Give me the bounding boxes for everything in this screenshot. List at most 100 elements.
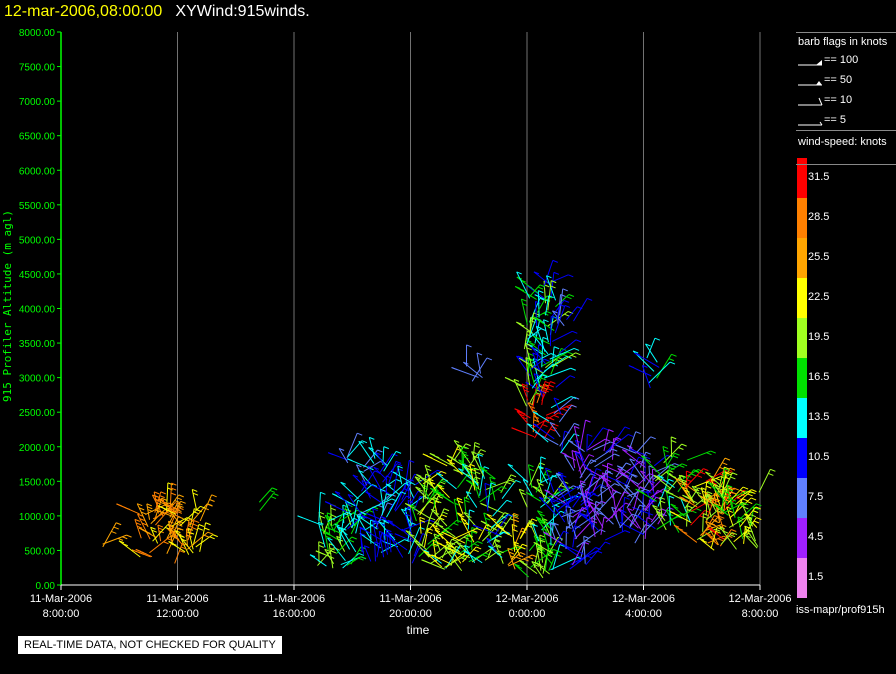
- wind-barb: [628, 365, 652, 377]
- wind-barb: [721, 490, 729, 512]
- wind-barb: [135, 548, 153, 558]
- wind-barb: [679, 496, 698, 508]
- wind-barb: [544, 542, 555, 572]
- wind-barb: [533, 271, 552, 286]
- wind-barb: [574, 507, 588, 524]
- wind-barb: [553, 397, 562, 414]
- wind-barb: [570, 550, 603, 565]
- wind-barb: [434, 529, 456, 549]
- wind-barb: [585, 541, 611, 566]
- wind-barb: [567, 439, 585, 453]
- wind-barb: [518, 488, 528, 508]
- wind-barb: [360, 470, 380, 492]
- wind-barb: [363, 480, 390, 495]
- wind-barb: [536, 518, 549, 536]
- wind-barb: [646, 337, 661, 359]
- wind-barb: [444, 555, 471, 568]
- wind-barb: [382, 478, 402, 490]
- wind-barb: [574, 450, 583, 478]
- wind-barb: [463, 550, 483, 564]
- wind-barb: [460, 518, 475, 543]
- wind-barb: [340, 527, 357, 553]
- wind-barb: [116, 503, 140, 515]
- wind-barb: [644, 517, 653, 539]
- wind-barb: [544, 295, 554, 316]
- wind-barb: [258, 487, 278, 503]
- wind-barb: [136, 503, 149, 528]
- wind-barb: [550, 396, 577, 409]
- wind-barb: [382, 533, 389, 555]
- wind-barb: [327, 537, 346, 562]
- wind-barb: [507, 547, 516, 570]
- wind-barb: [568, 508, 576, 529]
- wind-barb: [511, 427, 535, 438]
- wind-barb: [118, 540, 141, 558]
- wind-barb: [488, 545, 503, 558]
- wind-barb: [543, 355, 572, 372]
- wind-barb: [467, 509, 475, 530]
- y-tick-label: 0.00: [36, 581, 56, 592]
- wind-barb: [580, 493, 599, 506]
- quality-warning: REAL-TIME DATA, NOT CHECKED FOR QUALITY: [18, 636, 282, 654]
- wind-barb: [648, 361, 676, 383]
- speed-color-swatch: [797, 398, 807, 438]
- wind-barb: [549, 499, 566, 523]
- y-tick-label: 5000.00: [19, 235, 56, 246]
- y-tick-label: 5500.00: [19, 201, 56, 212]
- wind-barb: [462, 453, 469, 470]
- wind-barb: [551, 299, 570, 318]
- y-axis-label: 915 Profiler Altitude (m agl): [1, 210, 14, 402]
- wind-barb: [346, 556, 367, 566]
- wind-barb: [724, 502, 749, 513]
- wind-barb: [500, 474, 517, 494]
- speed-color-swatch: [797, 278, 807, 318]
- wind-barb: [435, 490, 455, 504]
- wind-barb: [378, 530, 385, 558]
- wind-barb: [658, 475, 675, 489]
- wind-barb: [555, 294, 575, 308]
- wind-barb: [168, 500, 186, 525]
- wind-barb: [629, 448, 648, 457]
- wind-barb: [324, 501, 347, 513]
- speed-color-swatch: [797, 358, 807, 398]
- wind-barb: [380, 516, 395, 527]
- barb-flag-icon: [798, 81, 822, 86]
- wind-barb: [464, 544, 476, 563]
- wind-barb: [381, 493, 392, 516]
- wind-barb: [372, 508, 379, 529]
- x-tick-label-date: 12-Mar-2006: [729, 593, 792, 605]
- wind-barb: [358, 470, 373, 487]
- wind-barb: [659, 496, 666, 518]
- y-tick-label: 7000.00: [19, 97, 56, 108]
- wind-barb: [456, 497, 464, 515]
- wind-barb: [317, 521, 326, 548]
- wind-barb: [605, 530, 631, 541]
- wind-barb: [489, 476, 496, 501]
- wind-barb: [730, 498, 737, 518]
- y-tick-label: 3500.00: [19, 339, 56, 350]
- wind-barb: [315, 550, 335, 559]
- wind-barb: [565, 525, 572, 549]
- wind-barb: [601, 472, 614, 499]
- wind-barb: [168, 520, 176, 546]
- wind-barb: [597, 483, 620, 497]
- wind-barb: [641, 455, 661, 475]
- wind-barb: [522, 479, 533, 496]
- wind-barb: [355, 511, 366, 534]
- wind-barb: [138, 527, 158, 539]
- wind-barb: [561, 452, 576, 461]
- x-tick-label-time: 4:00:00: [625, 608, 662, 620]
- wind-barb: [555, 472, 569, 492]
- wind-barb: [607, 426, 631, 452]
- speed-color-swatch: [797, 438, 807, 478]
- wind-barb: [550, 271, 560, 297]
- wind-barb: [423, 550, 442, 568]
- wind-barb: [639, 451, 651, 468]
- wind-barb: [167, 494, 184, 511]
- wind-barb: [427, 478, 441, 498]
- wind-barb: [532, 352, 541, 370]
- wind-barb: [131, 549, 151, 558]
- wind-barb: [166, 516, 184, 539]
- wind-barb: [479, 486, 507, 503]
- wind-barb: [169, 482, 177, 511]
